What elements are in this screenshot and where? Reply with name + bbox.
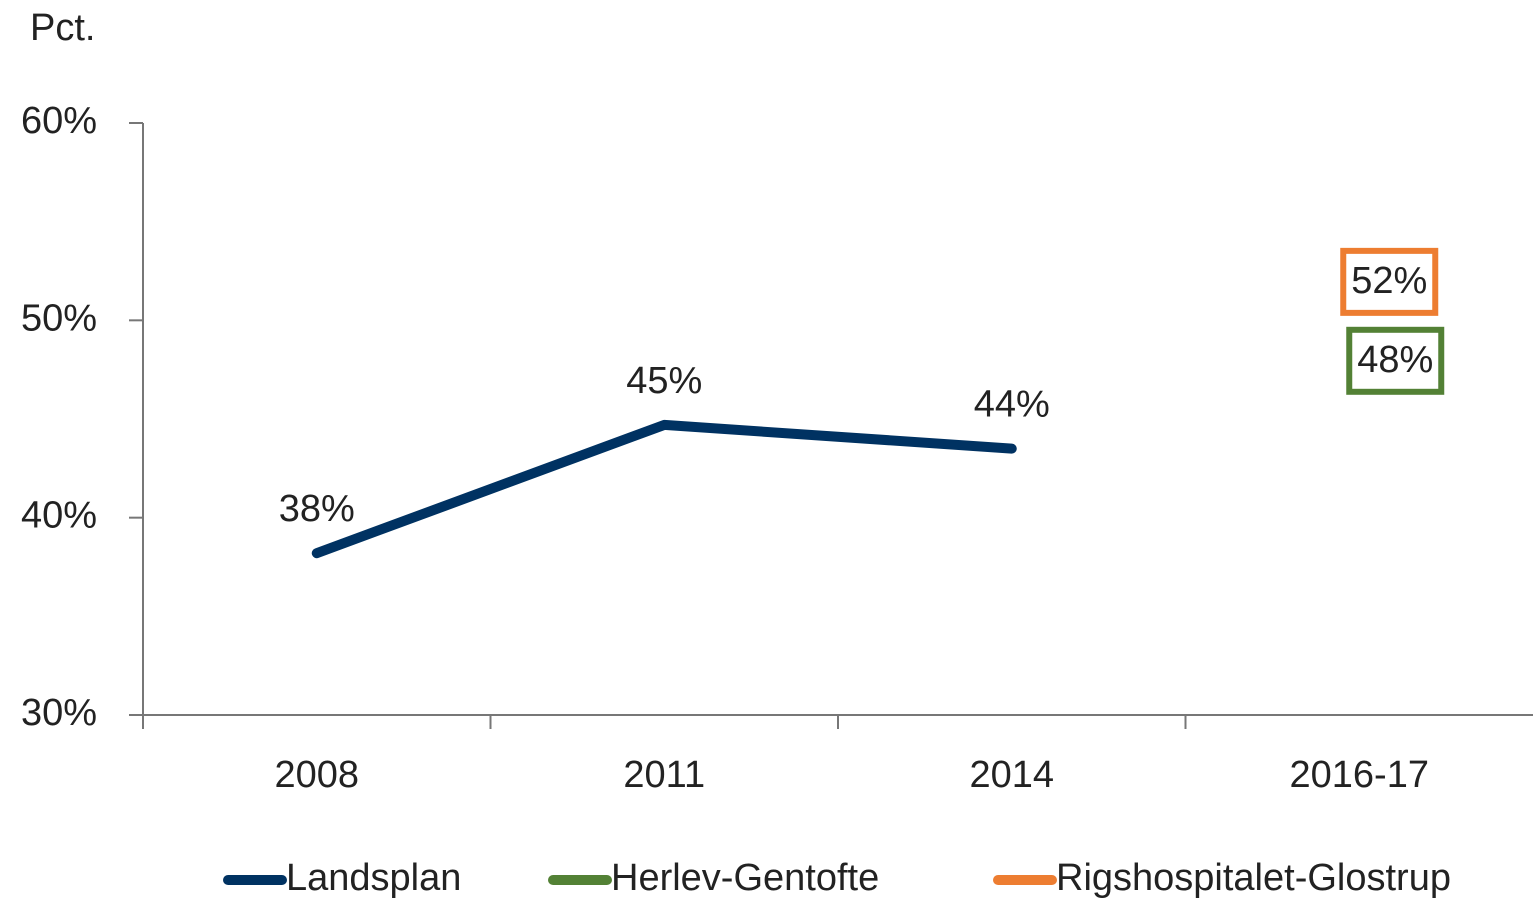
data-label: 52% <box>1351 260 1427 302</box>
y-tick-label: 50% <box>21 297 97 339</box>
x-tick-label: 2011 <box>623 754 705 796</box>
data-label: 38% <box>279 488 355 530</box>
boxed-point <box>1346 326 1445 395</box>
boxed-point <box>1340 247 1439 316</box>
y-tick-label: 30% <box>21 692 97 734</box>
legend-label: Rigshospitalet-Glostrup <box>1056 857 1451 899</box>
series-line <box>311 419 1017 559</box>
x-tick-label: 2016-17 <box>1290 754 1429 796</box>
y-tick-label: 40% <box>21 495 97 537</box>
data-label: 44% <box>974 384 1050 426</box>
data-label: 48% <box>1357 339 1433 381</box>
y-axis-label: Pct. <box>30 7 95 49</box>
data-label: 45% <box>626 360 702 402</box>
x-tick-label: 2008 <box>274 754 359 796</box>
legend-label: Herlev-Gentofte <box>611 857 879 899</box>
y-tick-label: 60% <box>21 100 97 142</box>
x-tick-label: 2014 <box>969 754 1054 796</box>
legend-label: Landsplan <box>286 857 461 899</box>
